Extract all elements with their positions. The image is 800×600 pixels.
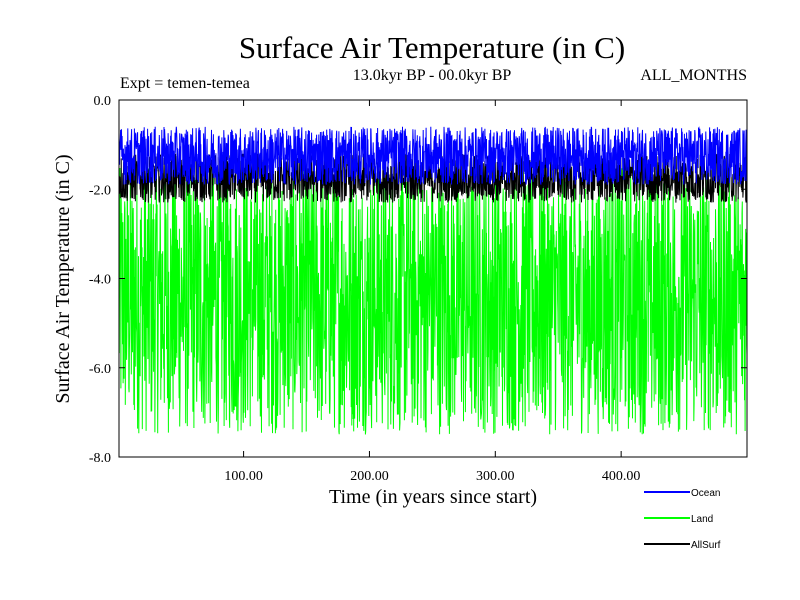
legend-label-allsurf: AllSurf <box>691 540 721 551</box>
x-tick-label: 200.00 <box>350 469 389 484</box>
axes: 100.00 200.00 300.00 400.00 0.0 -2.0 -4.0 -6.0 -… <box>89 94 747 484</box>
y-tick-label: -6.0 <box>89 362 111 377</box>
x-tick-label: 100.00 <box>224 469 263 484</box>
series-line-allsurf <box>118 153 748 203</box>
y-tick-label: 0.0 <box>94 94 112 109</box>
experiment-label: Expt = temen-temea <box>120 75 250 92</box>
x-axis-label: Time (in years since start) <box>329 486 537 508</box>
months-label: ALL_MONTHS <box>640 67 747 84</box>
plot-area <box>118 126 748 435</box>
y-tick-label: -4.0 <box>89 273 111 288</box>
y-tick-label: -8.0 <box>89 451 111 466</box>
x-tick-label: 300.00 <box>476 469 515 484</box>
legend-label-ocean: Ocean <box>691 488 720 499</box>
y-axis-label: Surface Air Temperature (in C) <box>52 154 74 403</box>
x-tick-label: 400.00 <box>602 469 641 484</box>
series-line-ocean <box>118 126 748 185</box>
legend: Ocean Land AllSurf <box>644 488 721 551</box>
y-tick-label: -2.0 <box>89 183 111 198</box>
legend-label-land: Land <box>691 514 713 525</box>
chart-subtitle: 13.0kyr BP - 00.0kyr BP <box>353 67 512 84</box>
series-line-land <box>118 167 748 435</box>
chart-title: Surface Air Temperature (in C) <box>239 30 625 65</box>
